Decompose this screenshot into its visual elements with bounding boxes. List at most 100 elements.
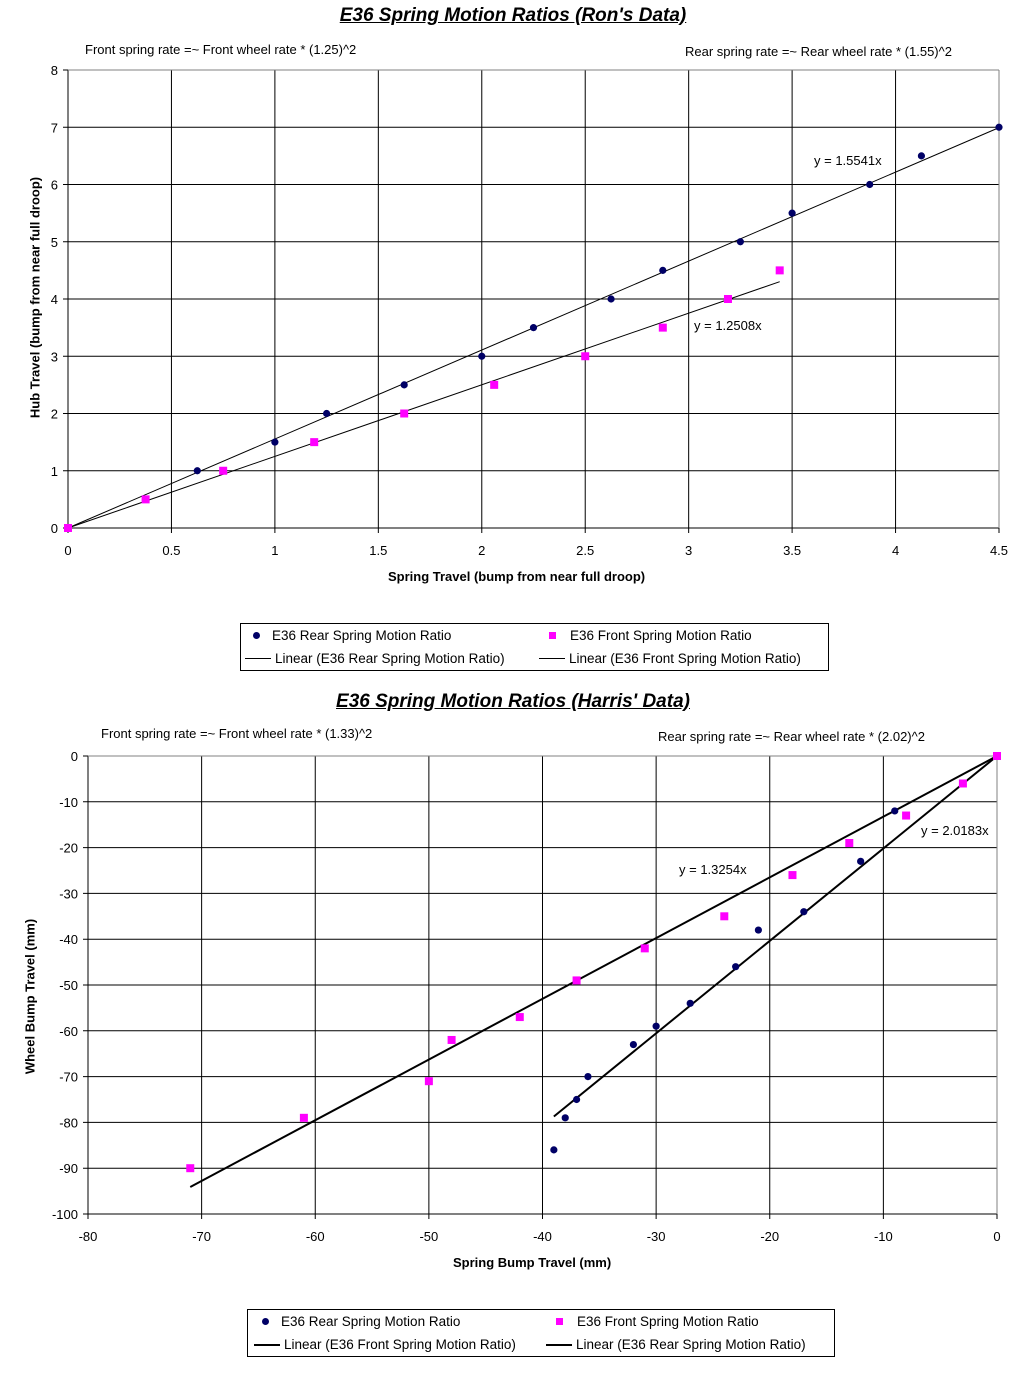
y-tick-label: 5 [51,235,58,250]
y-tick-label: -20 [59,841,78,856]
legend-label: E36 Front Spring Motion Ratio [570,628,752,643]
data-point-circle [652,1022,660,1030]
legend-item-front-points: E36 Front Spring Motion Ratio [546,1314,759,1329]
x-tick-label: 0.5 [162,543,180,558]
y-tick-label: 3 [51,349,58,364]
data-point-circle [686,999,694,1007]
legend-item-rear-trend: Linear (E36 Rear Spring Motion Ratio) [546,1337,806,1352]
data-point-circle [754,926,762,934]
data-point-square [723,295,732,303]
data-point-circle [561,1114,569,1122]
legend-label: Linear (E36 Rear Spring Motion Ratio) [275,651,505,666]
data-point-square [775,266,784,275]
y-tick-label: 4 [51,292,58,307]
data-point-square [219,466,228,475]
y-tick-label: 8 [51,63,58,78]
x-tick-label: -20 [760,1229,779,1244]
chart1-x-axis-label: Spring Travel (bump from near full droop… [388,569,646,584]
legend-label: E36 Front Spring Motion Ratio [577,1314,759,1329]
x-tick-label: -80 [79,1229,98,1244]
y-tick-label: -10 [59,795,78,810]
y-tick-label: -90 [59,1161,78,1176]
circle-marker-icon [262,1318,269,1325]
data-point-circle [478,352,486,360]
chart2-rear-note: Rear spring rate =~ Rear wheel rate * (2… [658,729,925,744]
line-marker-icon [245,658,271,659]
y-tick-label: 0 [51,521,58,536]
x-tick-label: 3.5 [783,543,801,558]
legend-item-front-trend: Linear (E36 Front Spring Motion Ratio) [539,651,801,666]
x-tick-label: 0 [64,543,71,558]
chart2-front-note: Front spring rate =~ Front wheel rate * … [101,726,373,741]
chart2-x-axis-label: Spring Bump Travel (mm) [453,1255,612,1270]
chart2-title: E36 Spring Motion Ratios (Harris' Data) [336,691,690,712]
data-point-square [515,1013,524,1022]
data-point-square [993,752,1001,760]
chart2-legend: E36 Rear Spring Motion Ratio E36 Front S… [247,1309,835,1357]
legend-item-front-points: E36 Front Spring Motion Ratio [539,628,752,643]
x-tick-label: 3 [685,543,692,558]
trendline-equation: y = 1.2508x [694,318,762,333]
data-point-square [572,976,581,985]
data-point-square [447,1035,456,1044]
data-point-circle [584,1073,592,1081]
data-point-square [400,409,409,418]
data-point-circle [271,438,279,446]
line-marker-icon [254,1343,280,1346]
x-tick-label: -30 [647,1229,666,1244]
data-point-square [64,524,72,532]
legend-item-front-trend: Linear (E36 Front Spring Motion Ratio) [254,1337,516,1352]
y-tick-label: -70 [59,1070,78,1085]
legend-item-rear-points: E36 Rear Spring Motion Ratio [252,1314,460,1329]
data-point-circle [917,152,926,160]
legend-label: Linear (E36 Front Spring Motion Ratio) [284,1337,516,1352]
data-point-circle [193,467,201,475]
data-point-circle [866,180,874,189]
data-point-square [490,380,499,389]
legend-label: E36 Rear Spring Motion Ratio [281,1314,461,1329]
x-tick-label: -50 [419,1229,438,1244]
data-point-square [845,839,854,848]
y-tick-label: -80 [59,1115,78,1130]
trendline-equation: y = 1.5541x [814,153,882,168]
y-tick-label: -100 [52,1207,78,1222]
x-tick-label: -40 [533,1229,552,1244]
data-point-square [658,323,667,332]
data-point-circle [857,857,865,865]
y-tick-label: 2 [51,407,58,422]
trendline [553,755,998,1118]
circle-marker-icon [253,632,260,639]
data-point-square [958,779,967,788]
y-tick-label: 6 [51,178,58,193]
data-point-circle [891,807,899,815]
legend-item-rear-points: E36 Rear Spring Motion Ratio [243,628,451,643]
chart1-front-note: Front spring rate =~ Front wheel rate * … [85,42,357,57]
y-tick-label: 0 [71,749,78,764]
x-tick-label: 2 [478,543,485,558]
data-point-circle [736,238,744,246]
data-point-circle [800,908,808,916]
line-marker-icon [546,1343,572,1346]
chart1-title: E36 Spring Motion Ratios (Ron's Data) [339,5,687,26]
data-point-square [581,352,590,361]
trendline-equation: y = 2.0183x [921,823,989,838]
chart1-plot: 0 0.5 1 1.5 2 2.5 3 3.5 4 4.5 0 1 2 3 4 5 6 7 8 y = 1.5541x… [51,63,1008,558]
data-point-square [186,1164,195,1173]
chart1-rear-note: Rear spring rate =~ Rear wheel rate * (1… [685,44,952,59]
data-point-circle [629,1040,638,1049]
square-marker-icon [549,632,556,639]
data-point-circle [732,963,740,971]
x-tick-label: -60 [306,1229,325,1244]
data-point-square [141,495,150,504]
square-marker-icon [556,1318,563,1325]
data-point-circle [529,324,538,332]
x-tick-label: 1 [271,543,278,558]
data-point-square [299,1113,308,1122]
y-tick-label: 1 [51,464,58,479]
legend-label: Linear (E36 Front Spring Motion Ratio) [569,651,801,666]
data-point-circle [550,1146,558,1154]
y-tick-label: -50 [59,978,78,993]
x-tick-label: 4.5 [990,543,1008,558]
data-point-circle [659,266,667,274]
